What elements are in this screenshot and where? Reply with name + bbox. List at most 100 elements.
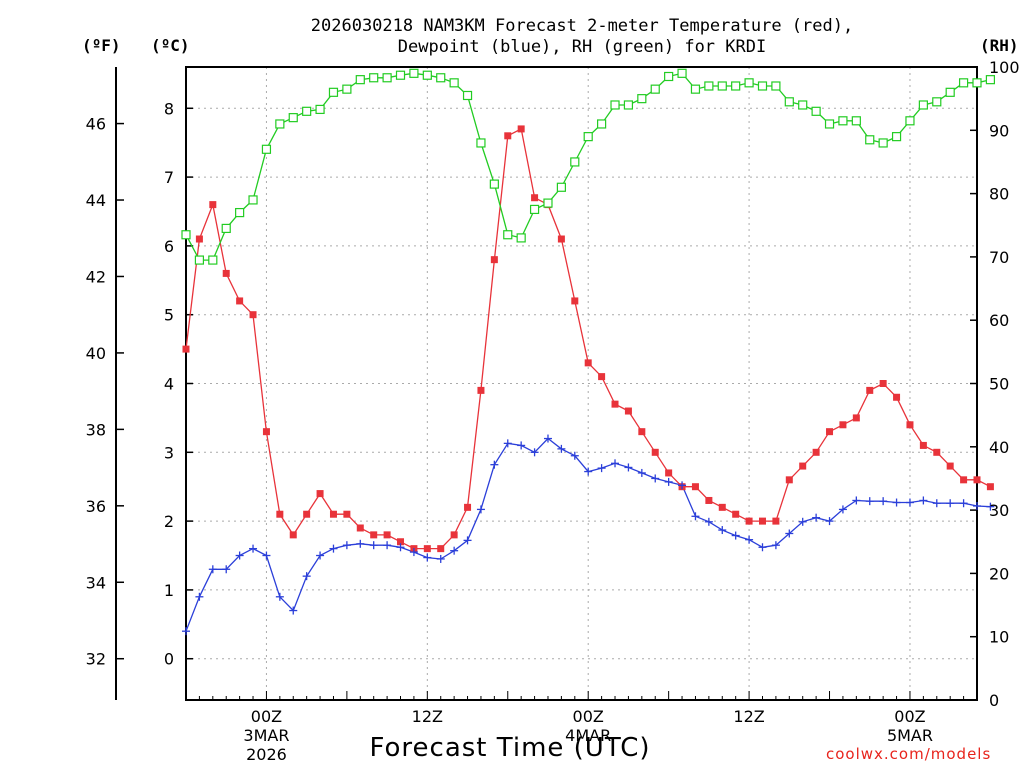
dewpoint-point [275, 592, 284, 601]
dewpoint-point [597, 464, 606, 473]
rh-point [328, 87, 339, 97]
celsius-unit-label: (ºC) [151, 36, 190, 55]
rh-point [664, 71, 674, 82]
temperature-point [946, 462, 954, 470]
temperature-point [718, 503, 726, 511]
rh-tick-label: 100 [989, 58, 1020, 77]
dewpoint-point [450, 546, 459, 555]
dewpoint-point [222, 565, 231, 574]
c-tick-label: 7 [164, 168, 174, 187]
dewpoint-point [678, 481, 687, 490]
rh-point [771, 81, 781, 91]
temperature-point [504, 132, 512, 140]
temperature-point [289, 531, 297, 539]
rh-tick-label: 60 [989, 311, 1009, 330]
rh-point [731, 81, 741, 91]
dewpoint-point [812, 513, 821, 522]
dewpoint-point [691, 512, 700, 521]
rh-point [315, 104, 325, 115]
dewpoint-point [557, 444, 566, 453]
c-tick-label: 5 [164, 306, 174, 325]
temperature-point [490, 256, 498, 264]
rh-tick-label: 10 [989, 628, 1009, 647]
rh-point [972, 78, 982, 88]
rh-point [395, 70, 406, 80]
rh-point [945, 87, 955, 97]
temperature-point [611, 400, 619, 408]
temperature-point [195, 235, 203, 243]
temperature-point [705, 496, 713, 504]
rh-point [181, 230, 191, 240]
dewpoint-point [651, 474, 660, 483]
rh-point [905, 116, 915, 126]
rh-point [275, 119, 285, 129]
rh-point [838, 116, 848, 126]
dewpoint-point [852, 496, 861, 505]
temperature-point [799, 462, 807, 470]
rh-point [409, 68, 419, 78]
c-tick-label: 1 [164, 581, 174, 600]
temperature-point [960, 476, 968, 484]
credit-link[interactable]: coolwx.com/models [826, 745, 992, 763]
rh-point [677, 68, 687, 78]
dewpoint-point [289, 606, 298, 615]
dewpoint-point [329, 544, 338, 553]
dewpoint-point [624, 463, 633, 472]
dewpoint-point [959, 499, 968, 508]
temperature-point [919, 441, 927, 449]
dewpoint-point [838, 505, 847, 514]
temperature-point [182, 345, 190, 353]
dewpoint-point [892, 498, 901, 507]
dewpoint-point [798, 517, 807, 526]
dewpoint-point [825, 517, 834, 526]
rh-point [462, 90, 473, 101]
dewpoint-point [919, 496, 928, 505]
chart-title-line-1: 2026030218 NAM3KM Forecast 2-meter Tempe… [310, 16, 854, 36]
c-tick-label: 6 [164, 237, 174, 256]
dewpoint-point [208, 565, 217, 574]
temperature-point [624, 407, 632, 415]
temperature-point [316, 490, 324, 498]
rh-point [436, 73, 446, 83]
x-tick-date-label: 5MAR [887, 726, 933, 745]
temperature-point [866, 386, 874, 394]
temperature-point [893, 393, 901, 401]
temperature-point [236, 297, 244, 305]
temperature-point [517, 125, 525, 133]
temperature-point [464, 503, 472, 511]
dewpoint-point [611, 459, 620, 468]
rh-point [610, 100, 620, 110]
temperature-point [370, 531, 378, 539]
temperature-point [584, 359, 592, 367]
dewpoint-point [905, 498, 914, 507]
temperature-point [531, 194, 539, 202]
temperature-point [638, 428, 646, 436]
x-tick-date-label: 3MAR [243, 726, 289, 745]
temperature-point [906, 421, 914, 429]
grid-lines [186, 67, 977, 700]
f-tick-label: 38 [86, 420, 106, 439]
dewpoint-point [718, 526, 727, 535]
temperature-point [933, 448, 941, 456]
rh-point [583, 132, 593, 142]
temperature-point [276, 510, 284, 518]
c-tick-label: 3 [164, 443, 174, 462]
rh-point [382, 73, 392, 83]
dewpoint-point [530, 448, 539, 457]
rh-point [637, 94, 647, 104]
dewpoint-point [463, 536, 472, 545]
rh-point [489, 179, 499, 189]
rh-line [185, 72, 991, 261]
dewpoint-point [704, 517, 713, 526]
temperature-point [450, 531, 458, 539]
temperature-point [598, 373, 606, 381]
rh-point [355, 75, 365, 85]
dewpoint-point [664, 477, 673, 486]
dewpoint-point [436, 554, 445, 563]
rh-tick-label: 90 [989, 121, 1009, 140]
c-tick-label: 2 [164, 512, 174, 531]
c-tick-label: 8 [164, 99, 174, 118]
temperature-point [812, 448, 820, 456]
x-tick-label: 00Z [894, 707, 925, 726]
